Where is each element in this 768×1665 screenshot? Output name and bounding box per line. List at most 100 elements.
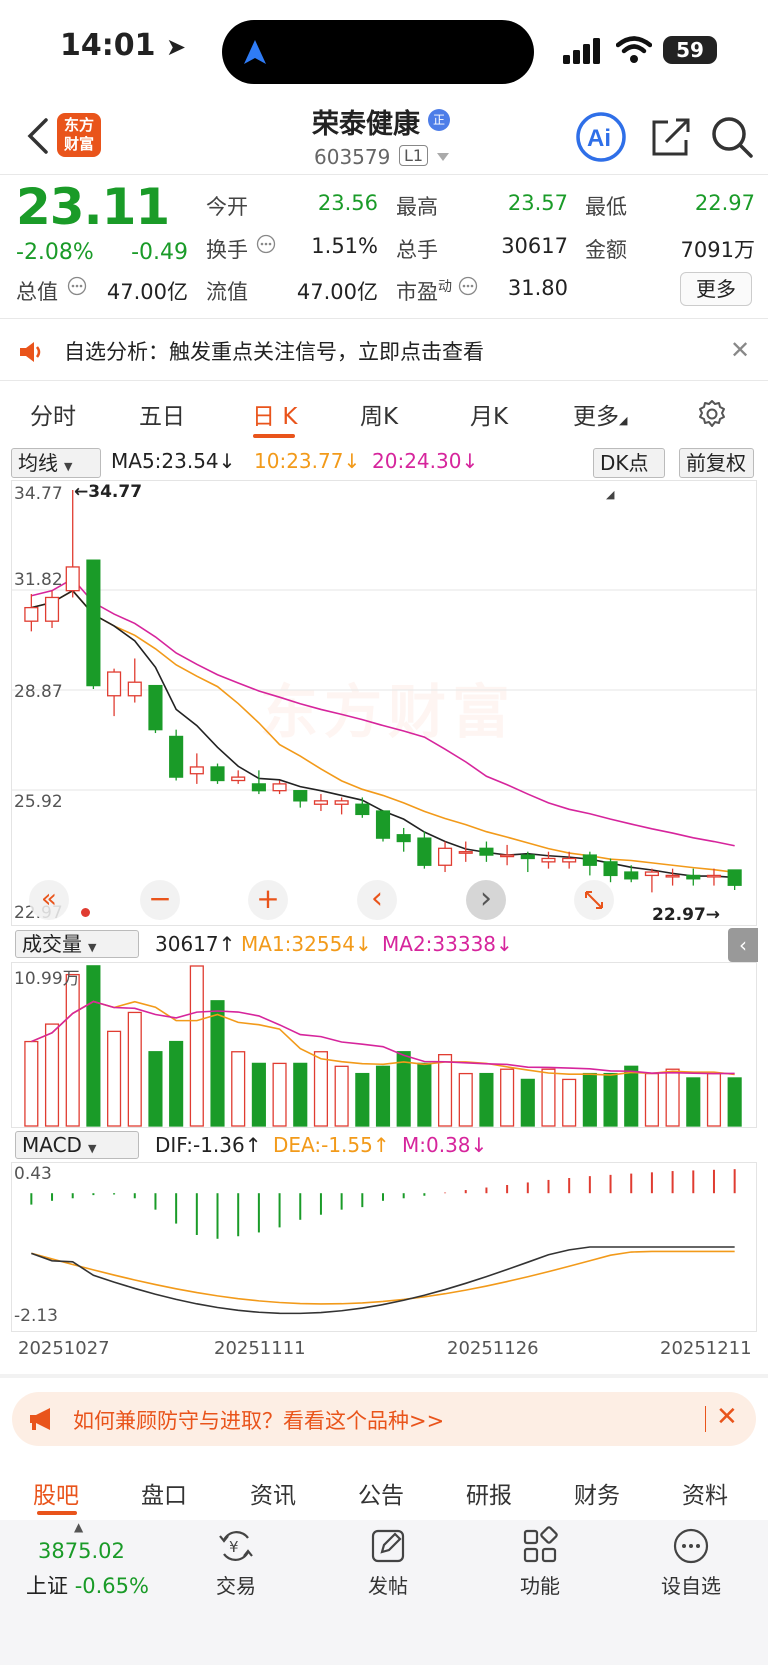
adjust-selector[interactable]: 前复权 [679, 448, 754, 478]
tab-day-k[interactable]: 日 K [252, 404, 298, 430]
divider [0, 174, 768, 175]
change-percent: -2.08% [16, 240, 94, 265]
share-icon[interactable] [650, 116, 692, 158]
search-icon[interactable] [710, 115, 754, 159]
current-price: 23.11 [16, 178, 170, 236]
more-button[interactable]: 更多 [680, 272, 752, 306]
volume-bar [293, 1062, 308, 1127]
volume-bar [127, 1011, 142, 1127]
info-dots-icon[interactable] [67, 276, 87, 296]
tab-intraday[interactable]: 分时 [30, 404, 76, 430]
tab-announcements[interactable]: 公告 [358, 1483, 404, 1509]
candle-body [396, 834, 411, 843]
ai-assistant-icon[interactable]: Ai [575, 111, 627, 163]
tab-five-day[interactable]: 五日 [139, 404, 185, 430]
vol-ma1-line [31, 1000, 735, 1076]
index-value[interactable]: 3875.02 [38, 1539, 125, 1563]
step-forward-button[interactable]: › [466, 880, 506, 920]
ma20-line [31, 577, 735, 847]
turnover-label: 换手 [206, 238, 248, 262]
candle-body [355, 803, 370, 816]
dk-point-selector[interactable]: DK点◢ [593, 448, 665, 501]
volume-bar [189, 965, 204, 1127]
volume-legend: 30617↑ [155, 932, 236, 956]
volume-bar [375, 1065, 391, 1127]
dea-legend: DEA:-1.55↑ [273, 1133, 390, 1157]
low-label: 最低 [585, 195, 627, 219]
volume-selector[interactable]: 成交量 ▼ [15, 930, 139, 958]
candle-body [293, 790, 308, 802]
volume-bar [169, 1040, 184, 1127]
volume-bar [210, 1000, 225, 1127]
watermark: 东方财富 [260, 678, 517, 746]
dif-line [31, 1246, 735, 1315]
volume-bar [334, 1065, 349, 1127]
dea-line [31, 1250, 735, 1305]
indicator-selector[interactable]: 均线 ▼ [11, 448, 101, 478]
tab-more[interactable]: 更多◢ [573, 404, 628, 430]
info-dots-icon[interactable] [256, 234, 276, 254]
chevron-down-icon[interactable] [436, 152, 450, 162]
volume-bar [107, 1030, 122, 1127]
volume-bar [562, 1078, 577, 1127]
macd-chart[interactable] [11, 1162, 757, 1332]
caret-up-icon: ▲ [74, 1520, 84, 1534]
collapse-panel-icon[interactable]: ‹ [728, 928, 758, 962]
promo-banner[interactable] [12, 1392, 756, 1446]
trade-label[interactable]: 交易 [216, 1574, 256, 1598]
candle-body [313, 800, 329, 805]
apps-grid-icon[interactable] [520, 1526, 560, 1566]
status-time: 14:01 ➤ [60, 28, 187, 63]
candle-body [458, 851, 473, 854]
tab-month-k[interactable]: 月K [470, 404, 509, 430]
date-tick: 20251027 [18, 1338, 110, 1359]
volume-chart[interactable] [11, 962, 757, 1128]
candle-body [24, 606, 39, 622]
stock-code: 603579 [314, 145, 391, 169]
zoom-in-button[interactable]: + [248, 880, 288, 920]
scroll-start-button[interactable]: « [29, 880, 69, 920]
volume-bar [251, 1062, 266, 1127]
pe-value: 31.80 [507, 276, 568, 300]
info-dots-icon[interactable] [458, 276, 478, 296]
tab-forum[interactable]: 股吧 [33, 1483, 79, 1509]
close-icon[interactable]: ✕ [730, 336, 751, 364]
post-label[interactable]: 发帖 [368, 1574, 408, 1598]
tab-week-k[interactable]: 周K [360, 404, 399, 430]
close-icon[interactable]: ✕ [716, 1402, 738, 1432]
dynamic-island [222, 20, 534, 84]
tab-order-book[interactable]: 盘口 [141, 1483, 187, 1509]
functions-label[interactable]: 功能 [520, 1574, 560, 1598]
add-watchlist-label[interactable]: 设自选 [661, 1574, 721, 1598]
more-dots-icon[interactable] [671, 1526, 711, 1566]
tab-research[interactable]: 研报 [466, 1483, 512, 1509]
promo-text[interactable]: 如何兼顾防守与进取？看看这个品种>> [73, 1409, 445, 1433]
divider [705, 1406, 706, 1432]
macd-selector[interactable]: MACD ▼ [15, 1131, 139, 1159]
back-arrow-icon[interactable] [20, 116, 56, 156]
expand-icon[interactable] [574, 880, 614, 920]
level-badge[interactable]: L1 [399, 145, 429, 166]
tab-profile[interactable]: 资料 [682, 1483, 728, 1509]
price-chart-frame [11, 480, 757, 926]
price-chart[interactable] [11, 480, 757, 926]
gear-icon[interactable] [696, 398, 728, 430]
alert-text[interactable]: 自选分析：触发重点关注信号，立即点击查看 [64, 340, 484, 364]
amount-value: 7091万 [680, 238, 755, 262]
candle-body [231, 776, 246, 782]
compose-icon[interactable] [368, 1526, 408, 1566]
step-back-button[interactable]: ‹ [357, 880, 397, 920]
volume-bar [706, 1072, 722, 1127]
trade-icon[interactable]: ¥ [216, 1526, 256, 1566]
y-tick: 28.87 [14, 682, 63, 702]
candle-body [44, 596, 60, 622]
zoom-out-button[interactable]: − [140, 880, 180, 920]
candle-body [272, 783, 287, 792]
volume-bar [396, 1051, 411, 1127]
date-tick: 20251211 [660, 1338, 752, 1359]
volume-bar [148, 1051, 163, 1127]
date-tick: 20251126 [447, 1338, 539, 1359]
index-info[interactable]: 上证 -0.65% [26, 1574, 149, 1598]
tab-news[interactable]: 资讯 [250, 1483, 296, 1509]
tab-financials[interactable]: 财务 [574, 1483, 620, 1509]
